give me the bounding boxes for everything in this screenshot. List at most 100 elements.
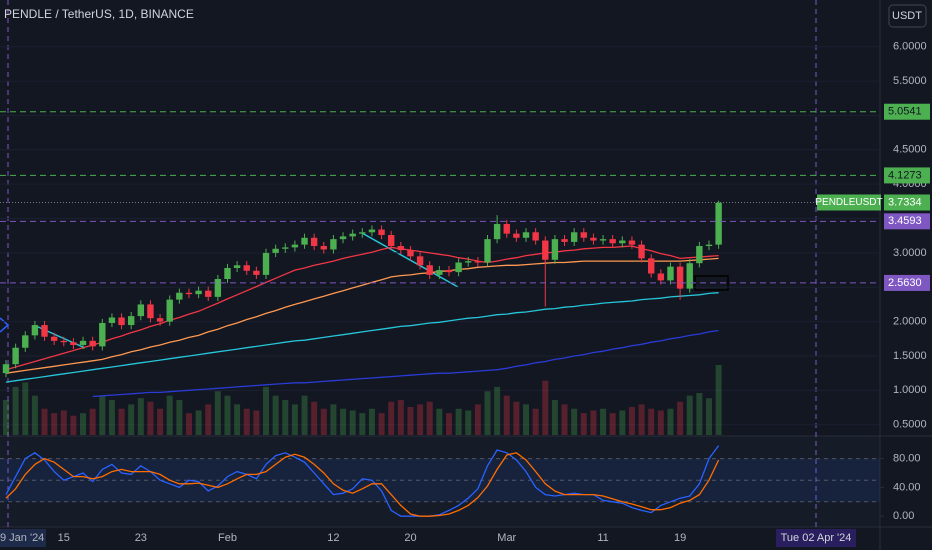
x-tick-label: 9 Jan '24 [0, 532, 44, 544]
volume-bar [551, 400, 558, 435]
candle-body [272, 248, 279, 253]
volume-bar [417, 404, 424, 435]
candle-body [166, 299, 173, 322]
currency-button[interactable] [888, 4, 927, 28]
candle-body [522, 232, 530, 238]
oscillator-line [5, 445, 720, 517]
candle-body [320, 246, 327, 250]
volume-bar [80, 413, 87, 435]
volume-bar [147, 401, 154, 435]
volume-bar [185, 413, 192, 435]
moving-average [5, 245, 719, 371]
volume-bar [195, 410, 202, 435]
candle-body [503, 224, 510, 234]
arrow-drawing [0, 317, 10, 333]
volume-bar [426, 401, 433, 435]
candle-body [667, 266, 674, 281]
candle-body [310, 237, 318, 247]
y-tick-label: 4.5000 [893, 144, 927, 156]
moving-average [5, 257, 719, 374]
candle-body [243, 265, 250, 271]
volume-bar [176, 400, 183, 435]
symbol-label-box [817, 194, 881, 211]
candle-body [339, 236, 347, 240]
candle-body [570, 232, 578, 242]
volume-bar [118, 408, 125, 435]
candle-body [619, 240, 626, 244]
y-tick-label: 80.00 [893, 453, 921, 465]
candle-body [41, 325, 48, 337]
candle-body [185, 292, 193, 295]
candle-body [12, 347, 19, 365]
volume-bar [214, 391, 221, 435]
candle-body [599, 239, 607, 241]
candle-body [89, 340, 96, 347]
x-tick-label: 12 [327, 532, 339, 544]
candle-body [580, 232, 587, 238]
candle-body [127, 316, 135, 326]
x-tick-label-box [0, 529, 46, 547]
x-tick-label: 15 [58, 532, 70, 544]
volume-bar [330, 404, 337, 435]
candle-body [195, 290, 202, 295]
candle-body [214, 279, 222, 297]
crosshair-label-box [776, 529, 856, 547]
volume-bar [89, 408, 96, 435]
candle-body [686, 263, 693, 289]
candle-body [60, 340, 67, 343]
candle-body [291, 244, 299, 248]
candle-body [590, 237, 597, 241]
candle-body [79, 340, 87, 345]
volume-bar [715, 365, 722, 435]
volume-bar [494, 386, 501, 435]
candle-body [696, 246, 703, 264]
candle-body [176, 292, 183, 300]
volume-bar [571, 408, 578, 435]
candle-body [474, 261, 482, 263]
candle-body [648, 258, 655, 274]
candle-body [31, 325, 39, 336]
volume-bar [12, 386, 19, 435]
volume-bar [677, 401, 684, 435]
y-tick-label: 1.0000 [893, 384, 927, 396]
volume-bar [234, 404, 241, 435]
volume-bar [465, 410, 472, 435]
volume-bar [686, 395, 693, 435]
candle-body [676, 266, 684, 289]
volume-bar [445, 413, 452, 435]
volume-bar [282, 400, 289, 435]
candle-body [416, 256, 424, 266]
volume-bar [638, 404, 645, 435]
volume-bar [243, 408, 250, 435]
y-tick-label: 1.5000 [893, 350, 927, 362]
volume-bar [368, 408, 375, 435]
volume-bar [648, 408, 655, 435]
volume-bar [108, 400, 115, 435]
volume-bar [137, 398, 144, 435]
currency[interactable]: USDT [892, 10, 922, 22]
candle-body [262, 252, 270, 275]
candle-body [118, 317, 125, 326]
last-price-box [884, 194, 930, 211]
volume-bar [619, 410, 626, 435]
candle-body [233, 265, 241, 269]
y-tick-label: 5.5000 [893, 75, 927, 87]
y-tick-label: 3.0000 [893, 247, 927, 259]
candle-body [205, 290, 212, 297]
candle-body [147, 304, 154, 319]
volume-bar [263, 386, 270, 435]
candle-body [638, 244, 645, 259]
level-label: 5.0541 [888, 106, 922, 118]
crosshair-label: Tue 02 Apr '24 [781, 532, 852, 544]
volume-bar [253, 410, 260, 435]
y-tick-label: 6.0000 [893, 41, 927, 53]
y-tick-label: 40.00 [893, 481, 921, 493]
volume-bar [128, 404, 135, 435]
candle-body [484, 239, 491, 263]
candle-body [388, 235, 395, 247]
candle-body [301, 237, 308, 245]
y-tick-label: 0.00 [893, 510, 914, 522]
x-tick-label: 19 [674, 532, 686, 544]
volume-bar [590, 410, 597, 435]
volume-bar [484, 391, 491, 435]
